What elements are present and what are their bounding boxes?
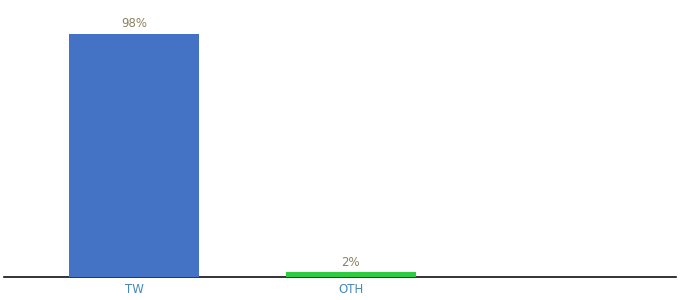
Text: 2%: 2% [341, 256, 360, 268]
Text: 98%: 98% [121, 17, 147, 30]
Bar [69, 34, 199, 277]
Bar [286, 272, 416, 277]
